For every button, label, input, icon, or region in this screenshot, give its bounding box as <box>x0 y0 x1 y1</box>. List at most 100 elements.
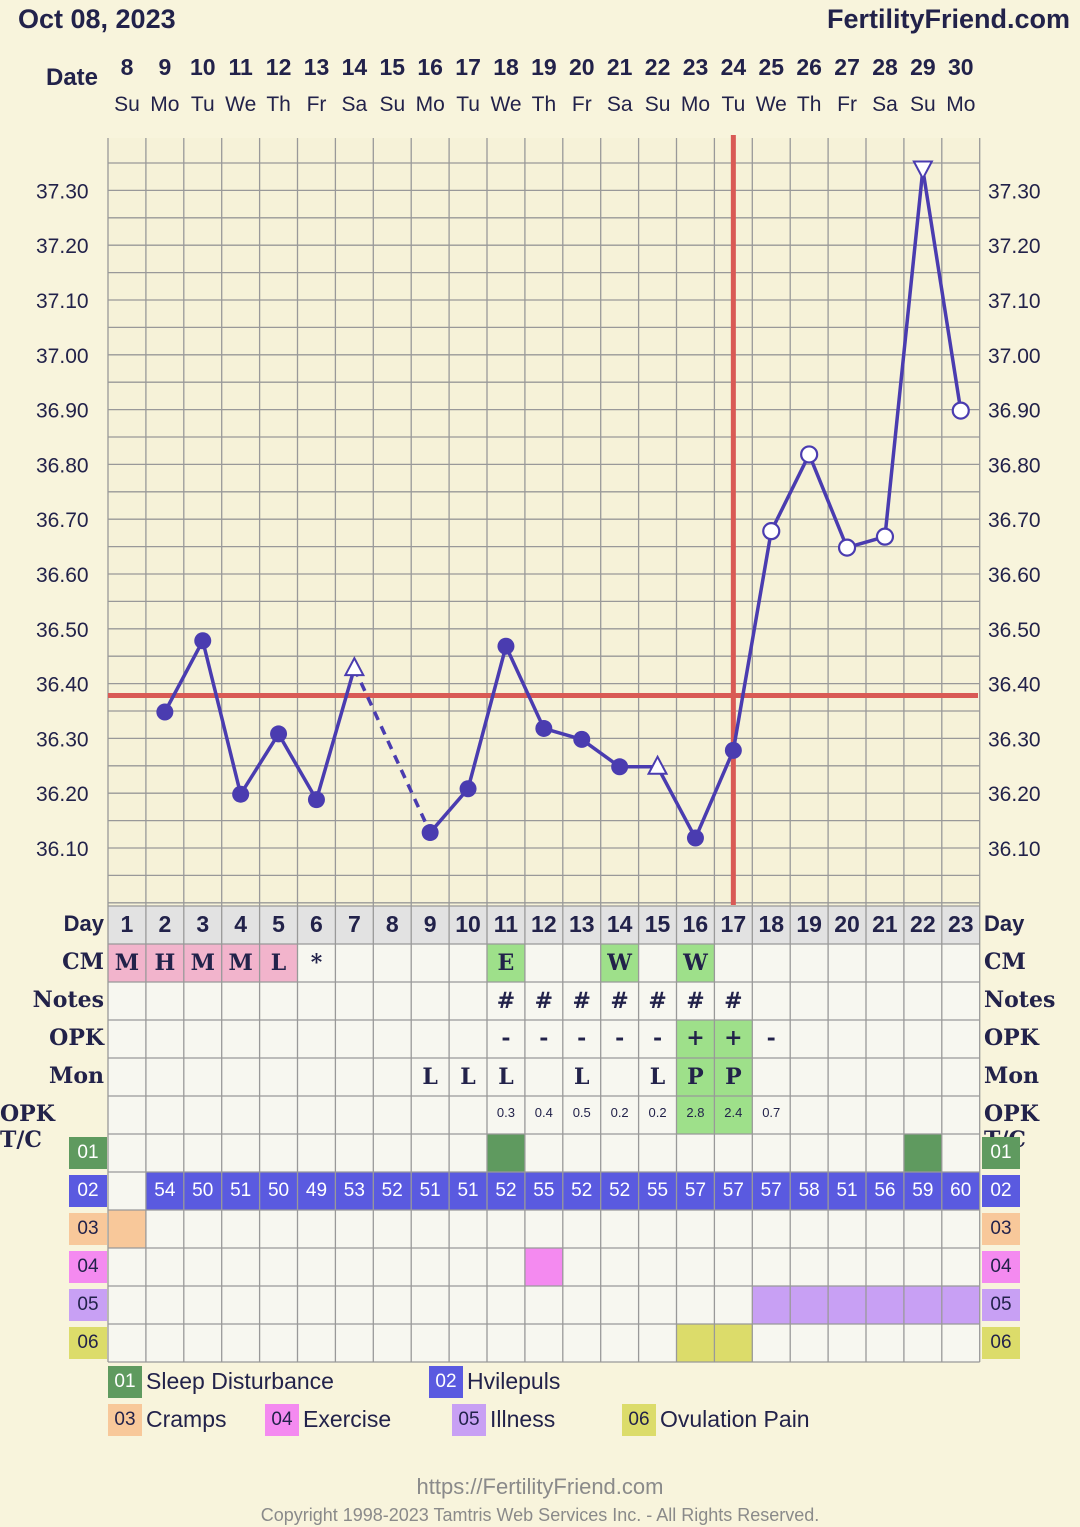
cm-cell-bg <box>145 944 184 982</box>
code-cell-bg <box>866 1286 904 1324</box>
y-tick-label-right: 36.90 <box>988 400 1041 423</box>
hvilepuls-value: 54 <box>154 1180 176 1201</box>
chart-date: Oct 08, 2023 <box>18 4 176 34</box>
code-cell-bg <box>790 1286 829 1324</box>
temp-point <box>421 824 439 842</box>
day-number: 9 <box>423 911 437 937</box>
hvilepuls-cell-bg <box>524 1172 563 1210</box>
opk-tc-value: 0.7 <box>762 1105 781 1120</box>
y-tick-label-left: 36.90 <box>36 400 89 423</box>
temperature-segment <box>466 645 508 790</box>
monitor-reading: L <box>574 1064 590 1090</box>
weekday-cell: Tu <box>456 93 480 116</box>
footer-copyright: Copyright 1998-2023 Tamtris Web Services… <box>260 1505 820 1525</box>
date-cell: 22 <box>644 54 671 80</box>
hvilepuls-cell-bg <box>487 1172 525 1210</box>
day-number: 23 <box>947 911 974 937</box>
y-tick-label-left: 36.60 <box>36 564 89 587</box>
hvilepuls-value: 57 <box>684 1180 707 1201</box>
row-label-right-mon: Mon <box>984 1063 1040 1089</box>
day-number: 1 <box>120 911 134 937</box>
temp-point <box>270 725 288 743</box>
y-tick-label-left: 37.20 <box>36 235 89 258</box>
hvilepuls-cell-bg <box>411 1172 450 1210</box>
cm-value: W <box>683 950 708 976</box>
date-cell: 29 <box>910 54 936 80</box>
code-cell-bg <box>752 1286 791 1324</box>
y-tick-label-left: 36.20 <box>36 783 89 806</box>
legend-label: Ovulation Pain <box>660 1406 810 1432</box>
footer-url[interactable]: https://FertilityFriend.com <box>416 1474 664 1499</box>
temp-point <box>724 741 742 759</box>
y-tick-label-right: 36.40 <box>988 674 1041 697</box>
date-cell: 11 <box>228 54 253 80</box>
cm-value: W <box>607 950 632 976</box>
monitor-reading: L <box>460 1064 476 1090</box>
temp-point <box>573 730 591 748</box>
weekday-cell: Su <box>114 93 140 116</box>
temp-point <box>497 637 515 655</box>
date-cell: 9 <box>158 54 172 80</box>
table-row-bg <box>108 1096 980 1134</box>
y-tick-label-right: 36.60 <box>988 564 1041 587</box>
hvilepuls-value: 51 <box>836 1180 858 1201</box>
hvilepuls-cell-bg <box>373 1172 412 1210</box>
opk-cell-bg <box>714 1020 753 1058</box>
date-cell: 16 <box>417 54 443 80</box>
temperature-segment <box>352 667 432 834</box>
cm-cell-bg <box>676 944 715 982</box>
hvilepuls-cell-bg <box>335 1172 374 1210</box>
hvilepuls-cell-bg <box>676 1172 715 1210</box>
code-cell-bg <box>676 1324 715 1362</box>
day-number: 17 <box>720 911 747 937</box>
opk-cell-bg <box>676 1096 715 1134</box>
code-badge-right: 05 <box>982 1289 1020 1321</box>
y-tick-label-left: 36.80 <box>36 454 89 477</box>
note-marker: # <box>686 988 705 1014</box>
hvilepuls-value: 55 <box>533 1180 555 1201</box>
hvilepuls-cell-bg <box>638 1172 677 1210</box>
cm-cell-bg <box>487 944 525 982</box>
day-number: 4 <box>234 911 248 937</box>
monitor-reading: L <box>649 1064 666 1090</box>
weekday-cell: Tu <box>190 93 215 116</box>
weekday-cell: Mo <box>946 93 976 116</box>
weekday-cell: Tu <box>721 93 746 116</box>
date-cell: 18 <box>493 54 519 80</box>
row-label-notes: Notes <box>32 987 104 1013</box>
date-cell: 13 <box>303 54 330 80</box>
cm-cell-bg <box>108 944 146 982</box>
date-cell: 19 <box>531 54 557 80</box>
date-cell: 17 <box>455 54 481 80</box>
y-tick-label-left: 37.10 <box>36 290 89 313</box>
weekday-cell: Th <box>796 93 822 116</box>
opk-cell-bg <box>676 1058 715 1096</box>
table-row-bg <box>108 1020 980 1058</box>
row-label-opk: OPK <box>49 1025 104 1051</box>
date-cell: 30 <box>948 54 974 80</box>
hvilepuls-value: 52 <box>381 1180 403 1201</box>
date-row-label: Date <box>46 64 99 91</box>
cm-cell-bg <box>259 944 298 982</box>
day-number: 16 <box>682 911 709 937</box>
y-tick-label-right: 36.10 <box>988 838 1041 861</box>
legend-label: Hvilepuls <box>467 1368 561 1394</box>
date-cell: 27 <box>834 54 860 80</box>
row-label-mon: Mon <box>48 1063 104 1089</box>
temp-point <box>156 703 174 721</box>
temp-point-open <box>762 522 781 541</box>
hvilepuls-value: 57 <box>760 1180 782 1201</box>
opk-cell-bg <box>676 1020 715 1058</box>
hvilepuls-value: 50 <box>267 1180 290 1201</box>
code-badge-right: 06 <box>982 1327 1020 1359</box>
date-cell: 25 <box>758 54 785 80</box>
temperature-segment <box>883 169 925 537</box>
opk-cell-bg <box>714 1058 753 1096</box>
hvilepuls-cell-bg <box>297 1172 336 1210</box>
weekday-cell: Fr <box>571 93 592 116</box>
temperature-segment <box>656 765 697 839</box>
day-number: 5 <box>272 911 285 937</box>
opk-result: - <box>501 1025 511 1051</box>
hvilepuls-value: 49 <box>305 1180 328 1201</box>
hvilepuls-cell-bg <box>941 1172 980 1210</box>
